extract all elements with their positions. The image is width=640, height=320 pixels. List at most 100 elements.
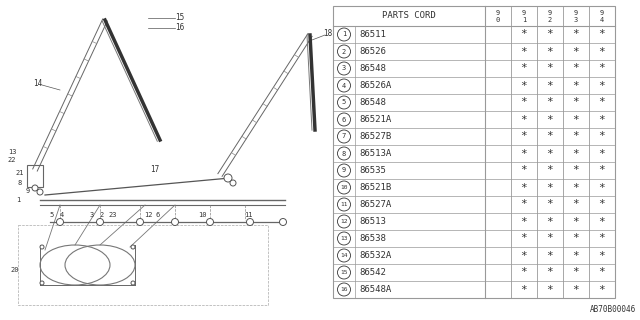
Text: 86548: 86548: [359, 98, 386, 107]
Text: *: *: [598, 234, 605, 244]
Text: *: *: [547, 182, 554, 193]
Text: 2: 2: [548, 17, 552, 23]
Text: 9: 9: [548, 10, 552, 16]
Text: *: *: [573, 284, 579, 294]
Text: 9: 9: [496, 10, 500, 16]
Text: 8: 8: [18, 180, 22, 186]
Text: *: *: [547, 98, 554, 108]
Text: 4: 4: [60, 212, 64, 218]
Text: 11: 11: [244, 212, 252, 218]
Text: 9: 9: [574, 10, 578, 16]
Text: *: *: [573, 132, 579, 141]
Text: 22: 22: [8, 157, 16, 163]
Text: *: *: [573, 148, 579, 158]
Text: *: *: [520, 268, 527, 277]
Text: *: *: [598, 199, 605, 210]
Text: 13: 13: [340, 236, 348, 241]
Text: 1: 1: [522, 17, 526, 23]
Text: *: *: [598, 29, 605, 39]
Text: 1: 1: [16, 197, 20, 203]
Text: *: *: [598, 81, 605, 91]
Text: 20: 20: [11, 267, 19, 273]
Circle shape: [97, 219, 104, 226]
Text: 14: 14: [33, 78, 43, 87]
Circle shape: [131, 245, 135, 249]
Text: *: *: [520, 251, 527, 260]
Text: *: *: [547, 284, 554, 294]
Text: 17: 17: [150, 165, 159, 174]
Text: 86526: 86526: [359, 47, 386, 56]
Text: *: *: [573, 251, 579, 260]
Text: *: *: [598, 165, 605, 175]
Text: *: *: [547, 217, 554, 227]
Text: 16: 16: [175, 23, 184, 33]
Text: *: *: [547, 251, 554, 260]
Text: 86511: 86511: [359, 30, 386, 39]
Text: *: *: [573, 29, 579, 39]
Text: *: *: [520, 132, 527, 141]
Text: 3: 3: [342, 66, 346, 71]
Text: 9: 9: [522, 10, 526, 16]
Text: *: *: [547, 234, 554, 244]
Text: *: *: [547, 115, 554, 124]
Text: 13: 13: [8, 149, 16, 155]
Text: *: *: [573, 182, 579, 193]
Circle shape: [207, 219, 214, 226]
Circle shape: [224, 174, 232, 182]
Circle shape: [56, 219, 63, 226]
Text: 6: 6: [156, 212, 160, 218]
Text: *: *: [598, 132, 605, 141]
Bar: [333, 6, 615, 298]
Text: *: *: [547, 165, 554, 175]
Text: 86527A: 86527A: [359, 200, 391, 209]
Text: *: *: [598, 63, 605, 74]
Text: 86513: 86513: [359, 217, 386, 226]
Circle shape: [230, 180, 236, 186]
Text: 86513A: 86513A: [359, 149, 391, 158]
Text: *: *: [598, 284, 605, 294]
Text: *: *: [547, 63, 554, 74]
Text: 9: 9: [26, 188, 30, 194]
Text: PARTS CORD: PARTS CORD: [382, 12, 436, 20]
Text: 3: 3: [574, 17, 578, 23]
Text: *: *: [573, 98, 579, 108]
Text: 23: 23: [109, 212, 117, 218]
Text: *: *: [573, 81, 579, 91]
Text: *: *: [520, 234, 527, 244]
Text: *: *: [598, 115, 605, 124]
Text: *: *: [573, 268, 579, 277]
Text: *: *: [520, 63, 527, 74]
Circle shape: [131, 281, 135, 285]
Text: 2: 2: [342, 49, 346, 54]
Text: *: *: [598, 148, 605, 158]
Text: *: *: [598, 46, 605, 57]
Text: *: *: [520, 115, 527, 124]
Text: 86538: 86538: [359, 234, 386, 243]
Text: *: *: [520, 98, 527, 108]
Text: *: *: [520, 81, 527, 91]
Text: 4: 4: [600, 17, 604, 23]
Text: 7: 7: [342, 133, 346, 140]
Text: 86521A: 86521A: [359, 115, 391, 124]
Text: 5: 5: [50, 212, 54, 218]
Text: 10: 10: [340, 185, 348, 190]
Text: 86535: 86535: [359, 166, 386, 175]
Text: AB70B00046: AB70B00046: [589, 305, 636, 314]
Text: *: *: [520, 182, 527, 193]
Circle shape: [246, 219, 253, 226]
Text: 3: 3: [90, 212, 94, 218]
Text: *: *: [573, 234, 579, 244]
Text: *: *: [547, 29, 554, 39]
Text: 11: 11: [340, 202, 348, 207]
Text: 86527B: 86527B: [359, 132, 391, 141]
Text: *: *: [573, 217, 579, 227]
Text: 15: 15: [340, 270, 348, 275]
Circle shape: [136, 219, 143, 226]
Text: *: *: [520, 199, 527, 210]
Text: *: *: [520, 284, 527, 294]
Text: *: *: [520, 46, 527, 57]
Text: *: *: [520, 165, 527, 175]
Text: 10: 10: [198, 212, 206, 218]
Circle shape: [32, 185, 38, 191]
Text: *: *: [520, 29, 527, 39]
